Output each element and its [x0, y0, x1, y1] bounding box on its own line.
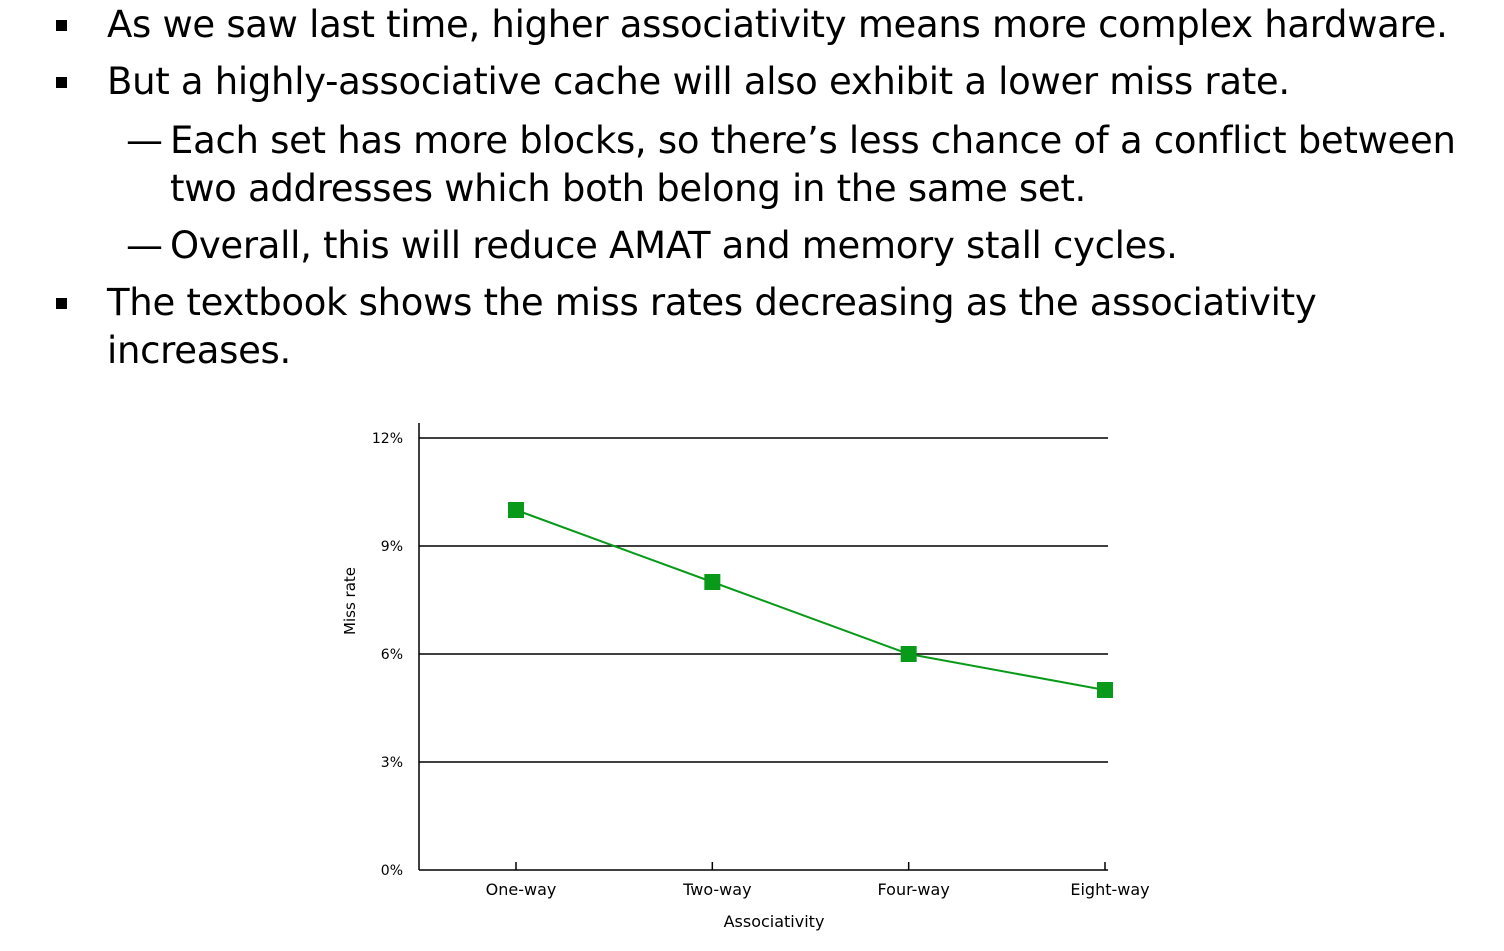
bullet-marker-3: [56, 298, 67, 309]
x-tick-labels: One-way Two-way Four-way Eight-way: [486, 862, 1150, 899]
series: [508, 502, 1113, 698]
y-tick-labels: 0% 3% 6% 9% 12%: [372, 431, 403, 879]
sub-bullet-2-text: Overall, this will reduce AMAT and memor…: [170, 224, 1178, 267]
sub-bullet-dash-1: —: [126, 119, 163, 162]
bullet-3-line-2: increases.: [107, 329, 291, 372]
sub-bullet-dash-2: —: [126, 224, 163, 267]
sub-bullet-1-line-2: two addresses which both belong in the s…: [170, 167, 1086, 210]
y-tick-label: 12%: [372, 431, 403, 447]
bullet-marker-1: [56, 20, 67, 31]
y-axis-label: Miss rate: [341, 567, 359, 635]
series-line: [515, 509, 1106, 691]
x-tick-label: Eight-way: [1070, 880, 1149, 899]
y-tick-label: 6%: [381, 647, 403, 663]
miss-rate-chart: 0% 3% 6% 9% 12% One-way Two-way Four-way Eight-…: [341, 423, 1150, 931]
y-tick-label: 0%: [381, 863, 403, 879]
x-axis-label: Associativity: [724, 912, 825, 931]
data-point: [900, 646, 917, 662]
bullet-1-text: As we saw last time, higher associativit…: [107, 3, 1448, 46]
data-point: [704, 574, 721, 590]
bullet-2-text: But a highly-associative cache will also…: [107, 60, 1290, 103]
y-tick-label: 9%: [381, 539, 403, 555]
gridlines: [419, 437, 1108, 763]
bullet-marker-2: [56, 77, 67, 88]
data-point: [1097, 682, 1113, 698]
sub-bullet-1-line-1: Each set has more blocks, so there’s les…: [170, 119, 1456, 162]
x-tick-label: One-way: [486, 880, 557, 899]
data-point: [508, 502, 524, 518]
y-tick-label: 3%: [381, 755, 403, 771]
x-tick-label: Four-way: [878, 880, 950, 899]
axes: [418, 423, 1108, 871]
bullet-3-line-1: The textbook shows the miss rates decrea…: [107, 281, 1317, 324]
x-tick-label: Two-way: [682, 880, 751, 899]
